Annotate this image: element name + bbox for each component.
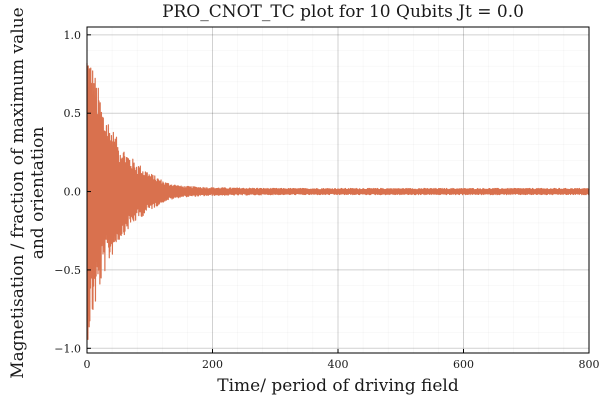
chart-title: PRO_CNOT_TC plot for 10 Qubits Jt = 0.0 <box>162 2 524 22</box>
y-tick-label: −0.5 <box>54 264 81 277</box>
series-line <box>86 63 590 340</box>
y-tick-label: 1.0 <box>64 29 82 42</box>
y-axis-label-line1: Magnetisation / fraction of maximum valu… <box>8 7 28 378</box>
x-tick-label: 600 <box>453 358 474 371</box>
ticks-layer: 0 200 400 600 800 −1.0 −0.5 0.0 0.5 1.0 <box>54 29 599 371</box>
y-axis-label-line2: and orientation <box>28 127 48 260</box>
x-tick-label: 200 <box>202 358 223 371</box>
y-tick-label: −1.0 <box>54 342 81 355</box>
x-tick-label: 0 <box>84 358 91 371</box>
y-tick-label: 0.0 <box>64 186 82 199</box>
series-layer <box>86 63 590 340</box>
x-tick-label: 800 <box>579 358 600 371</box>
x-axis-label: Time/ period of driving field <box>217 376 459 396</box>
y-tick-label: 0.5 <box>64 107 82 120</box>
x-tick-label: 400 <box>328 358 349 371</box>
